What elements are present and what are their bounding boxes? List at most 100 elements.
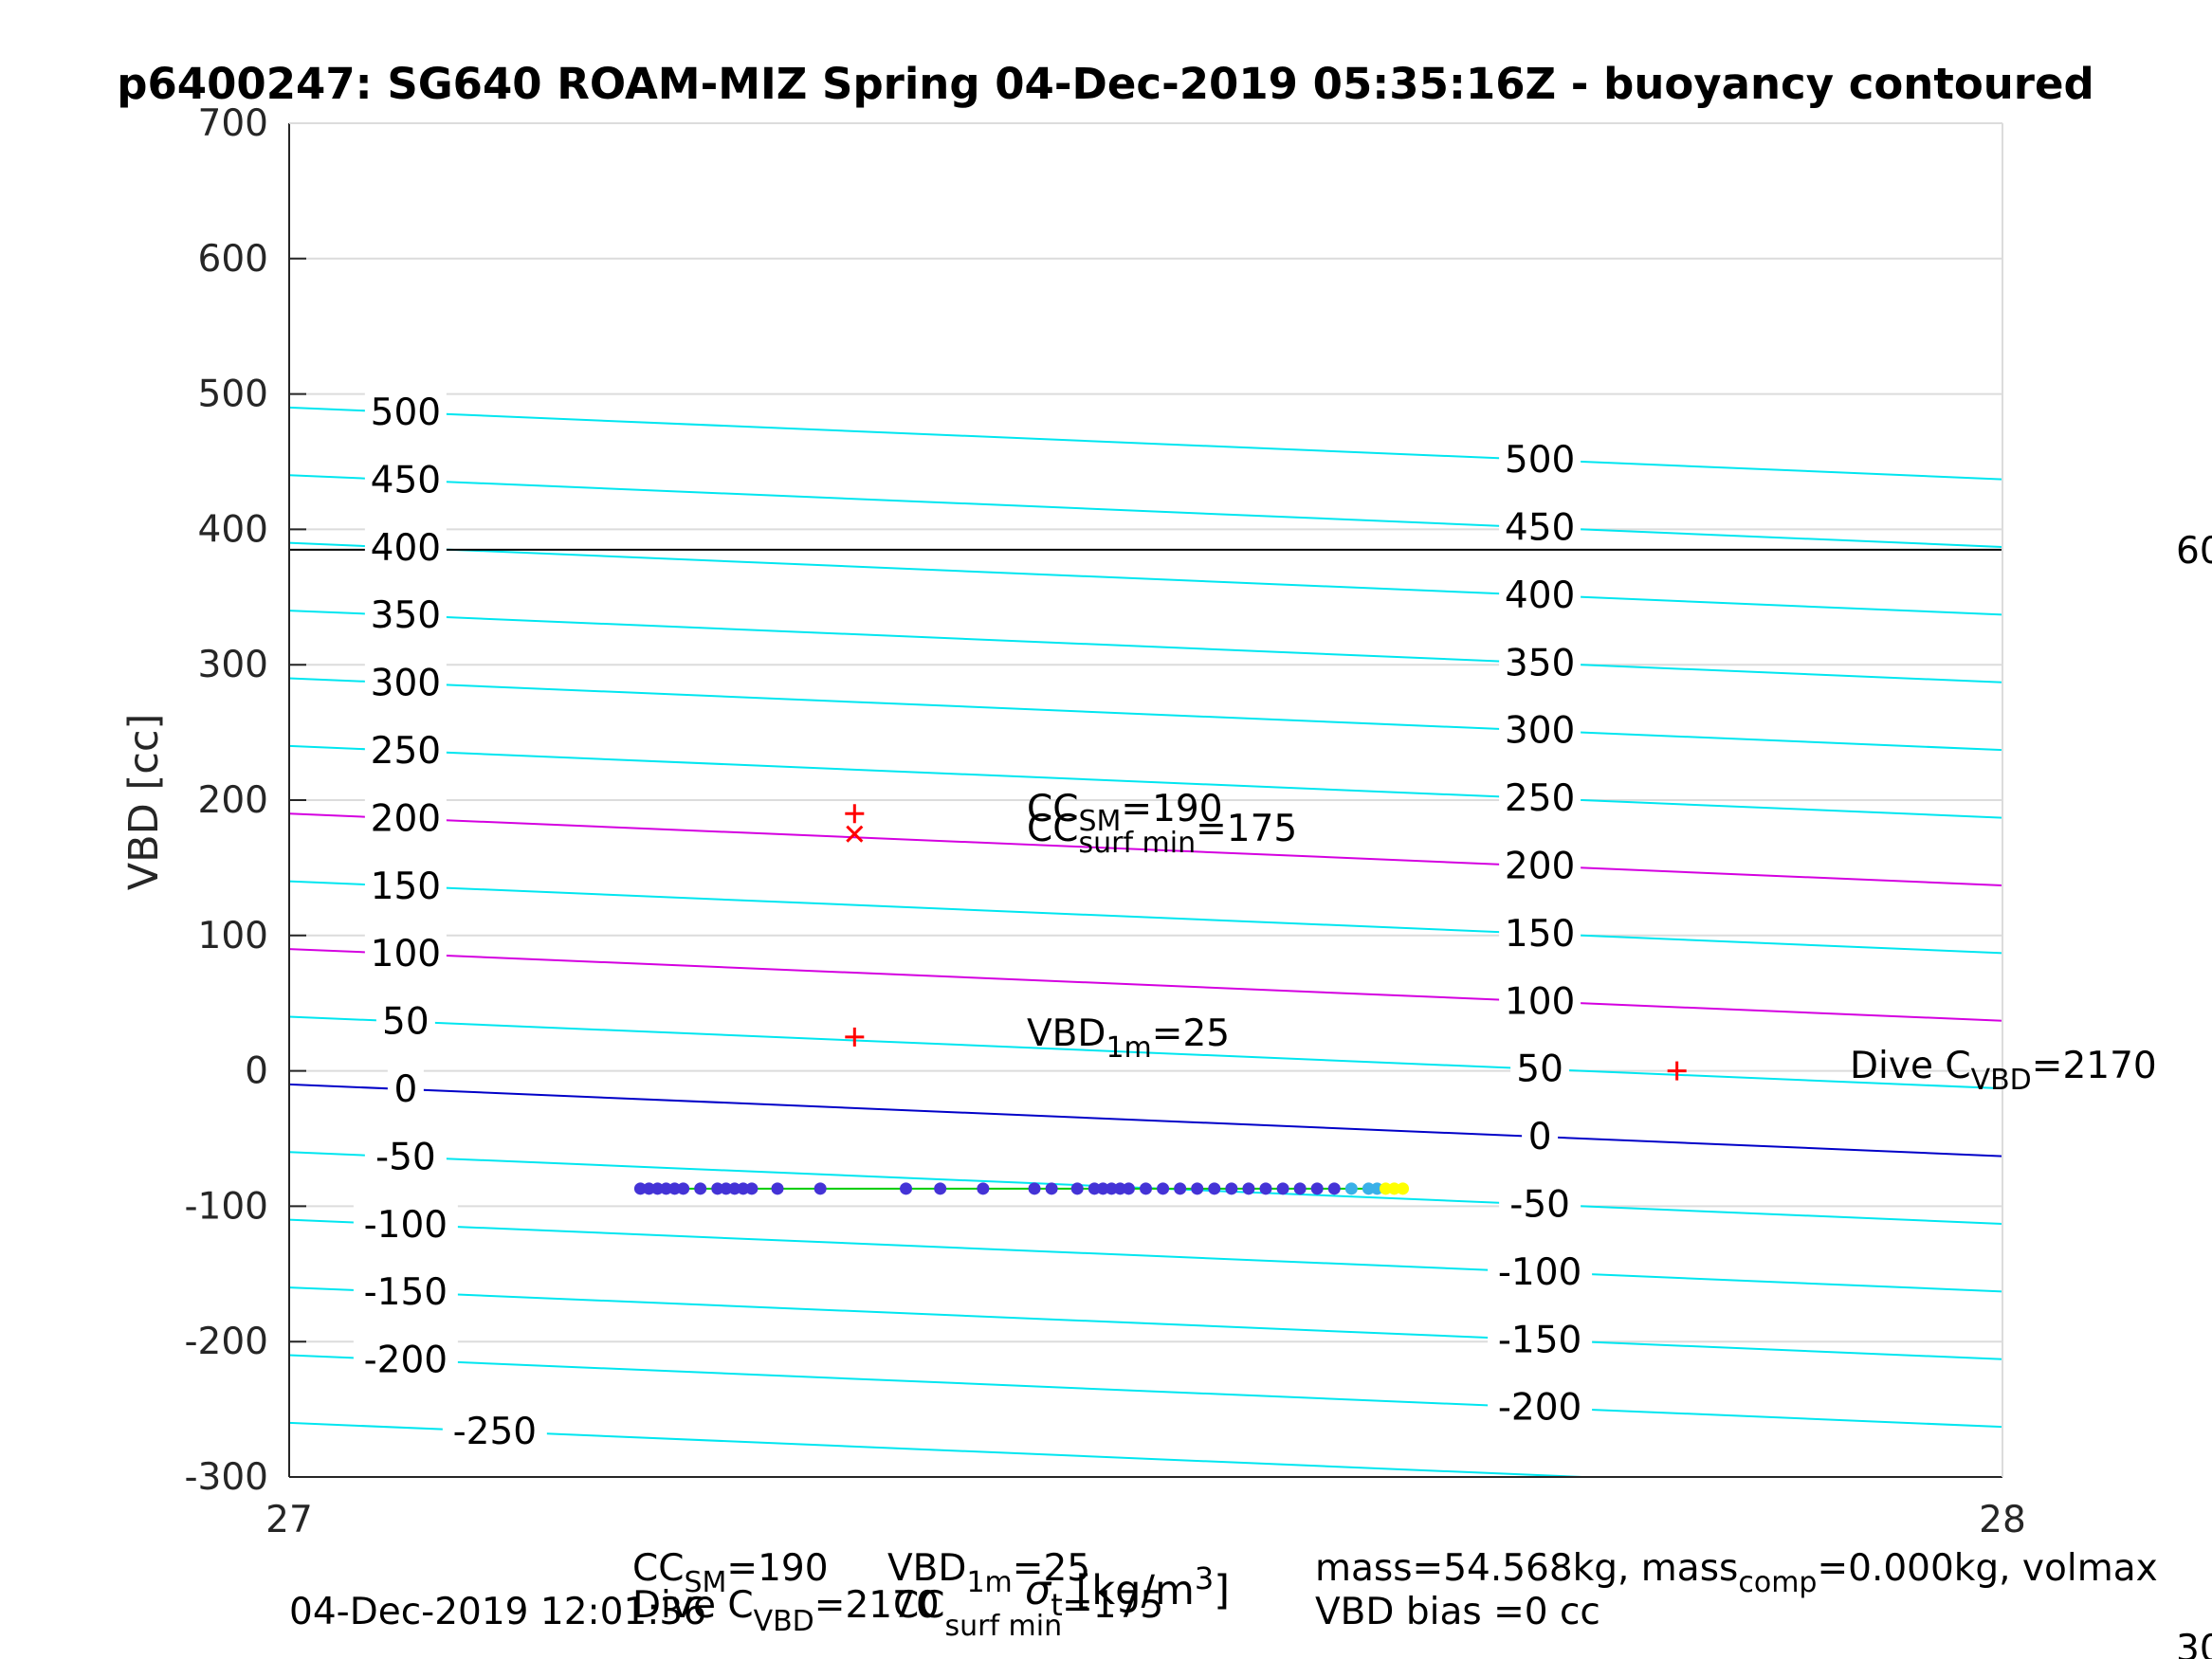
contour-line — [289, 1083, 2002, 1158]
footer-timestamp: 04-Dec-2019 12:01:36 — [289, 1591, 706, 1633]
contour-labels: 500450400350300250200150100500-50-100-15… — [353, 392, 1593, 1453]
data-point — [737, 1182, 750, 1195]
contour-label-bg — [1499, 709, 1581, 746]
footer-dive-c-vbd: Dive CVBD=2170 — [632, 1584, 940, 1638]
data-point — [1088, 1182, 1101, 1195]
contour-label: 200 — [1505, 846, 1575, 888]
contour-label-bg — [1499, 845, 1581, 882]
contour-label: 250 — [371, 730, 441, 773]
data-point — [745, 1182, 759, 1195]
contour-line — [289, 880, 2002, 955]
contour-line — [289, 541, 2002, 616]
y-tick-label: 400 — [198, 508, 268, 551]
data-point — [1370, 1182, 1383, 1195]
data-point — [1327, 1182, 1341, 1195]
contour-label: 300 — [1505, 710, 1575, 753]
marker-plus — [1667, 1061, 1687, 1081]
data-point — [1397, 1182, 1410, 1195]
x-tick-label: 28 — [1979, 1499, 2026, 1541]
y-tick-label: 200 — [198, 779, 268, 822]
contour-label-bg — [1499, 980, 1581, 1017]
contour-label-bg — [1499, 777, 1581, 814]
data-point — [1140, 1182, 1152, 1195]
contour-label-bg — [1522, 1116, 1559, 1153]
data-point — [1208, 1182, 1221, 1195]
contour-label: -200 — [1498, 1387, 1582, 1430]
data-point — [677, 1182, 690, 1195]
contour-label-bg — [1499, 912, 1581, 949]
y-tick-label: 500 — [198, 374, 268, 416]
data-point — [1225, 1182, 1238, 1195]
data-point — [1070, 1182, 1084, 1195]
data-point — [1028, 1182, 1041, 1195]
y-tick-label: -200 — [184, 1321, 268, 1363]
data-point — [720, 1182, 733, 1195]
contour-label: 400 — [1505, 574, 1575, 617]
data-point — [1388, 1182, 1401, 1195]
chart-title: p6400247: SG640 ROAM-MIZ Spring 04-Dec-2… — [117, 59, 2093, 109]
data-point — [1242, 1182, 1255, 1195]
contour-label-bg — [1510, 1048, 1570, 1085]
contour-label-bg — [1488, 1250, 1593, 1287]
data-point — [1157, 1182, 1170, 1195]
y-tick-label: 300 — [198, 644, 268, 686]
contour-label-bg — [364, 594, 447, 631]
marker-plus — [845, 1027, 865, 1047]
contour-label: 300 — [371, 663, 441, 705]
data-point — [1276, 1182, 1289, 1195]
contour-label-bg — [353, 1339, 458, 1376]
data-point — [1293, 1182, 1307, 1195]
data-point — [1174, 1182, 1187, 1195]
contour-label: 100 — [371, 933, 441, 975]
x-axis-label: σt [kg/m3] — [1025, 1560, 1230, 1623]
data-point — [651, 1182, 665, 1195]
contour-label-bg — [387, 1068, 424, 1105]
data-point — [668, 1182, 682, 1195]
marker-plus — [845, 804, 865, 824]
y-tick-label: 600 — [198, 238, 268, 281]
contour-line — [289, 1218, 2002, 1293]
data-point — [1096, 1182, 1109, 1195]
annotation-cc-surf-min: CCsurf min=175 — [1027, 808, 1297, 860]
contour-label: -150 — [1498, 1319, 1582, 1361]
contour-label-bg — [364, 933, 447, 970]
contour-label-bg — [1499, 574, 1581, 611]
contour-label-bg — [1499, 439, 1581, 476]
contour-label-bg — [364, 662, 447, 699]
contour-label: -50 — [1509, 1184, 1570, 1227]
data-point — [1191, 1182, 1204, 1195]
y-tick-label: 700 — [198, 102, 268, 145]
contour-line — [289, 406, 2002, 481]
contour-label: 350 — [1505, 642, 1575, 684]
contour-label: 500 — [1505, 439, 1575, 482]
footer-cc-surf-min: CCsurf min=175 — [893, 1584, 1163, 1643]
annotation-cc-sm: CCSM=190 — [1027, 788, 1223, 838]
data-point — [711, 1182, 724, 1195]
footer-clipped-corner: 30 — [2176, 1628, 2212, 1659]
data-point — [814, 1182, 827, 1195]
contour-label: 450 — [371, 459, 441, 501]
footer-vbd-bias: VBD bias =0 cc — [1315, 1591, 1600, 1633]
data-point — [694, 1182, 707, 1195]
data-point — [660, 1182, 673, 1195]
contour-line — [289, 1354, 2002, 1429]
contour-label-bg — [353, 1203, 458, 1240]
contour-label-bg — [375, 1000, 435, 1037]
contour-label: 150 — [371, 866, 441, 908]
contour-label-bg — [1488, 1319, 1593, 1356]
contour-label-bg — [1499, 642, 1581, 679]
contour-label-bg — [364, 1136, 447, 1173]
marker-stroke — [846, 825, 864, 843]
contour-label: 250 — [1505, 777, 1575, 820]
y-tick-label: -100 — [184, 1185, 268, 1228]
contour-label: 50 — [382, 1001, 430, 1044]
contour-line — [289, 948, 2002, 1022]
contour-label-bg — [442, 1410, 547, 1447]
contour-line — [289, 1421, 1605, 1477]
contour-label-bg — [364, 730, 447, 767]
contour-label-bg — [364, 392, 447, 428]
contour-line — [289, 474, 2002, 548]
y-tick-label: 100 — [198, 915, 268, 957]
data-point — [977, 1182, 990, 1195]
